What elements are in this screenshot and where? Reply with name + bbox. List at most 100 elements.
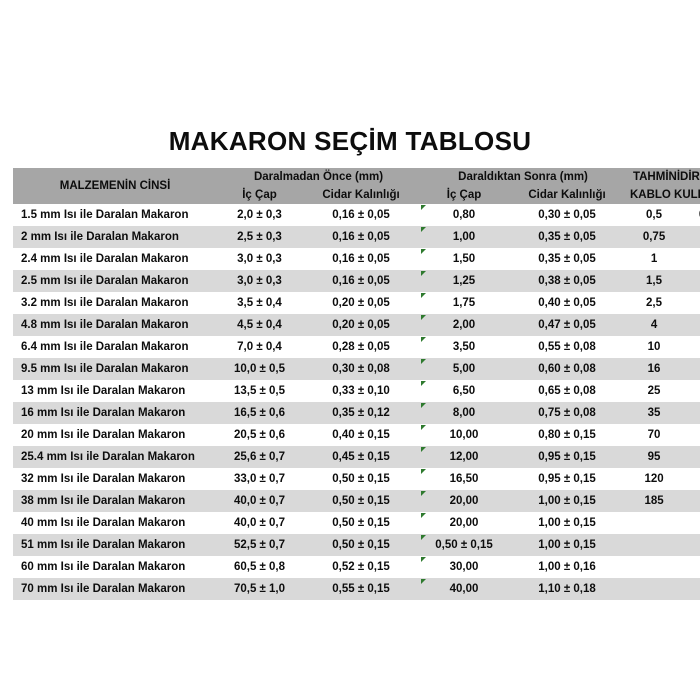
cell-cable-usage-max	[682, 578, 700, 600]
comment-triangle-icon	[421, 249, 427, 254]
cell-cable-usage-min: 0,5	[646, 209, 663, 221]
table-row: 16 mm Isı ile Daralan Makaron 16,5 ± 0,6 0…	[13, 402, 700, 424]
cell-before-wall-thickness: 0,45 ± 0,15	[332, 451, 390, 463]
cell-before-inner-diameter: 25,6 ± 0,7	[233, 451, 286, 463]
cell-cable-usage-max: 1	[682, 226, 700, 248]
table-row: 4.8 mm Isı ile Daralan Makaron 4,5 ± 0,4 0…	[13, 314, 700, 336]
cell-cable-usage-min: 1,5	[646, 275, 663, 287]
table-row: 51 mm Isı ile Daralan Makaron 52,5 ± 0,7 0…	[13, 534, 700, 556]
cell-after-wall-thickness: 0,75 ± 0,08	[538, 407, 596, 419]
comment-triangle-icon	[421, 425, 427, 430]
cell-after-inner-diameter: 8,00	[420, 402, 508, 424]
column-group-header-after-shrink: Daraldıktan Sonra (mm)	[420, 168, 627, 186]
cell-cable-usage-min: 120	[644, 473, 664, 485]
cell-cable-usage-min: 95	[647, 451, 661, 463]
cell-material-type: 2 mm Isı ile Daralan Makaron	[21, 231, 179, 243]
cell-material-type: 40 mm Isı ile Daralan Makaron	[21, 517, 186, 529]
cell-before-wall-thickness: 0,16 ± 0,05	[332, 275, 390, 287]
cell-after-wall-thickness: 1,00 ± 0,15	[538, 539, 596, 551]
cell-cable-usage-max	[682, 556, 700, 578]
cell-material-type: 13 mm Isı ile Daralan Makaron	[21, 385, 186, 397]
cell-after-wall-thickness: 0,95 ± 0,15	[538, 451, 596, 463]
cell-before-wall-thickness: 0,16 ± 0,05	[332, 253, 390, 265]
cell-cable-usage-max: 120	[682, 446, 700, 468]
column-header-after-inner-diameter: İç Çap	[420, 186, 509, 204]
cell-cable-usage-min: 0,75	[642, 231, 666, 243]
cell-after-wall-thickness: 1,00 ± 0,15	[538, 495, 596, 507]
table-row: 1.5 mm Isı ile Daralan Makaron 2,0 ± 0,3 0…	[13, 204, 700, 226]
table-row: 40 mm Isı ile Daralan Makaron 40,0 ± 0,7 0…	[13, 512, 700, 534]
comment-triangle-icon	[421, 205, 427, 210]
cell-material-type: 4.8 mm Isı ile Daralan Makaron	[21, 319, 189, 331]
cell-after-wall-thickness: 0,30 ± 0,05	[538, 209, 596, 221]
cell-after-inner-diameter: 30,00	[420, 556, 508, 578]
cell-after-wall-thickness: 0,35 ± 0,05	[538, 231, 596, 243]
cell-after-inner-diameter: 2,00	[420, 314, 508, 336]
comment-triangle-icon	[421, 227, 427, 232]
column-group-header-estimate: TAHMİNİDİR (mm)	[626, 168, 700, 186]
cell-before-inner-diameter: 60,5 ± 0,8	[233, 561, 286, 573]
table-row: 32 mm Isı ile Daralan Makaron 33,0 ± 0,7 0…	[13, 468, 700, 490]
comment-triangle-icon	[421, 447, 427, 452]
cell-after-inner-diameter: 20,00	[420, 512, 508, 534]
cell-cable-usage-max: 25	[682, 358, 700, 380]
comment-triangle-icon	[421, 535, 427, 540]
cell-cable-usage-min: 2,5	[646, 297, 663, 309]
cell-after-wall-thickness: 0,47 ± 0,05	[538, 319, 596, 331]
cell-before-wall-thickness: 0,55 ± 0,15	[332, 583, 390, 595]
cell-before-wall-thickness: 0,50 ± 0,15	[332, 495, 390, 507]
cell-material-type: 9.5 mm Isı ile Daralan Makaron	[21, 363, 189, 375]
cell-before-inner-diameter: 20,5 ± 0,6	[233, 429, 286, 441]
comment-triangle-icon	[421, 337, 427, 342]
cell-cable-usage-min: 10	[647, 341, 661, 353]
cell-after-wall-thickness: 0,95 ± 0,15	[538, 473, 596, 485]
cell-after-wall-thickness: 1,00 ± 0,15	[538, 517, 596, 529]
table-row: 38 mm Isı ile Daralan Makaron 40,0 ± 0,7 0…	[13, 490, 700, 512]
cell-cable-usage-min	[626, 578, 682, 600]
cell-cable-usage-max: 240	[682, 490, 700, 512]
cell-before-inner-diameter: 2,0 ± 0,3	[237, 209, 282, 221]
table-header-sub-row: İç Çap Cidar Kalınlığı İç Çap Cidar Kalı…	[13, 186, 700, 204]
cell-before-inner-diameter: 2,5 ± 0,3	[237, 231, 282, 243]
cell-cable-usage-max: 2,5	[682, 270, 700, 292]
cell-before-inner-diameter: 16,5 ± 0,6	[233, 407, 286, 419]
table-row: 25.4 mm Isı ile Daralan Makaron 25,6 ± 0,…	[13, 446, 700, 468]
cell-after-inner-diameter: 0,50 ± 0,15	[420, 534, 508, 556]
cell-cable-usage-min: 35	[647, 407, 661, 419]
cell-before-inner-diameter: 40,0 ± 0,7	[233, 517, 286, 529]
cell-before-inner-diameter: 7,0 ± 0,4	[237, 341, 282, 353]
cell-after-wall-thickness: 0,40 ± 0,05	[538, 297, 596, 309]
cell-after-inner-diameter: 0,80	[420, 204, 508, 226]
table-row: 20 mm Isı ile Daralan Makaron 20,5 ± 0,6 0…	[13, 424, 700, 446]
table-row: 70 mm Isı ile Daralan Makaron 70,5 ± 1,0 0…	[13, 578, 700, 600]
cell-cable-usage-min: 4	[650, 319, 658, 331]
table-row: 2 mm Isı ile Daralan Makaron 2,5 ± 0,3 0,1…	[13, 226, 700, 248]
comment-triangle-icon	[421, 491, 427, 496]
cell-before-wall-thickness: 0,33 ± 0,10	[332, 385, 390, 397]
comment-triangle-icon	[421, 381, 427, 386]
cell-cable-usage-max: 150	[682, 468, 700, 490]
cell-after-wall-thickness: 0,65 ± 0,08	[538, 385, 596, 397]
cell-after-inner-diameter: 12,00	[420, 446, 508, 468]
cell-before-inner-diameter: 52,5 ± 0,7	[233, 539, 286, 551]
cell-before-wall-thickness: 0,50 ± 0,15	[332, 473, 390, 485]
cell-cable-usage-min: 1	[650, 253, 658, 265]
cell-material-type: 3.2 mm Isı ile Daralan Makaron	[21, 297, 189, 309]
cell-before-inner-diameter: 4,5 ± 0,4	[237, 319, 282, 331]
table-header-group-row: MALZEMENİN CİNSİ Daralmadan Önce (mm) Da…	[13, 168, 700, 204]
cell-material-type: 16 mm Isı ile Daralan Makaron	[21, 407, 186, 419]
table-row: 2.4 mm Isı ile Daralan Makaron 3,0 ± 0,3 0…	[13, 248, 700, 270]
table-row: 3.2 mm Isı ile Daralan Makaron 3,5 ± 0,4 0…	[13, 292, 700, 314]
cell-after-wall-thickness: 0,35 ± 0,05	[538, 253, 596, 265]
cell-material-type: 70 mm Isı ile Daralan Makaron	[21, 583, 186, 595]
cell-after-wall-thickness: 1,00 ± 0,16	[538, 561, 596, 573]
cell-cable-usage-max: 35	[682, 380, 700, 402]
cell-cable-usage-max: 6	[682, 314, 700, 336]
column-header-before-inner-diameter: İç Çap	[217, 186, 302, 204]
column-header-after-wall-thickness: Cidar Kalınlığı	[508, 186, 627, 204]
cell-cable-usage-min: 70	[647, 429, 661, 441]
cell-before-inner-diameter: 3,0 ± 0,3	[237, 275, 282, 287]
cell-after-inner-diameter: 1,75	[420, 292, 508, 314]
cell-before-wall-thickness: 0,52 ± 0,15	[332, 561, 390, 573]
cell-before-inner-diameter: 3,5 ± 0,4	[237, 297, 282, 309]
